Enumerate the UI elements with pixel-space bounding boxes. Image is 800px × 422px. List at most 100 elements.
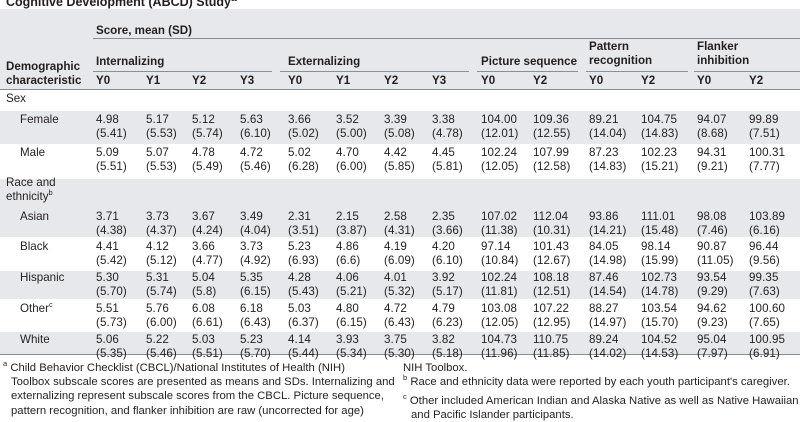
table-cell: 4.14 (5.44) [288, 333, 319, 361]
table-cell: 96.44 (9.56) [749, 240, 780, 268]
table-cell: 4.72 (5.46) [240, 146, 271, 174]
rule-externalizing [280, 71, 469, 72]
row-label: Male [20, 146, 46, 159]
row-label: White [20, 333, 50, 346]
table-cell: 5.76 (6.00) [146, 302, 177, 330]
table-cell: 4.41 (5.42) [96, 240, 127, 268]
table-cell: 102.24 (11.81) [481, 271, 518, 299]
table-cell: 89.24 (14.02) [589, 333, 627, 361]
table-cell: 4.72 (6.43) [384, 302, 415, 330]
table-cell: 3.75 (5.30) [384, 333, 415, 361]
table-cell: 4.98 (5.41) [96, 113, 127, 141]
table-cell: 93.54 (9.29) [697, 271, 728, 299]
footnote-a: a Child Behavior Checklist (CBCL)/Nation… [3, 359, 395, 417]
table-cell: 111.01 (15.48) [641, 210, 679, 238]
data-table: Score, mean (SD) Demographic characterist… [0, 9, 800, 360]
rule-header-bottom [0, 89, 800, 90]
table-cell: 97.14 (10.84) [481, 240, 519, 268]
row-band-other [0, 299, 800, 332]
table-cell: 3.67 (4.24) [192, 210, 223, 238]
table-cell: 2.35 (3.66) [432, 210, 463, 238]
section-label: Sex [6, 92, 26, 105]
table-cell: 104.73 (11.96) [481, 333, 518, 361]
table-cell: 5.23 (6.93) [288, 240, 319, 268]
table-cell: 5.17 (5.53) [146, 113, 177, 141]
table-cell: 3.39 (5.08) [384, 113, 415, 141]
table-cell: 5.02 (6.28) [288, 146, 319, 174]
table-cell: 3.66 (4.77) [192, 240, 223, 268]
table-cell: 98.08 (7.46) [697, 210, 728, 238]
table-cell: 5.23 (5.70) [240, 333, 271, 361]
table-cell: 103.89 (6.16) [749, 210, 786, 238]
year-header: Y3 [240, 74, 255, 87]
table-cell: 4.78 (5.49) [192, 146, 223, 174]
table-cell: 4.86 (6.6) [336, 240, 361, 268]
table-cell: 5.04 (5.8) [192, 271, 217, 299]
table-cell: 107.22 (12.95) [533, 302, 571, 330]
table-cell: 108.18 (12.51) [533, 271, 571, 299]
table-cell: 87.23 (14.83) [589, 146, 627, 174]
table-cell: 5.35 (6.15) [240, 271, 271, 299]
table-cell: 88.27 (14.97) [589, 302, 627, 330]
table-cell: 104.52 (14.53) [641, 333, 679, 361]
table-cell: 3.38 (4.78) [432, 113, 463, 141]
table-cell: 99.35 (7.63) [749, 271, 780, 299]
table-cell: 4.20 (6.10) [432, 240, 463, 268]
table-cell: 5.22 (5.46) [146, 333, 177, 361]
table-cell: 5.07 (5.53) [146, 146, 177, 174]
table-cell: 3.82 (5.18) [432, 333, 463, 361]
table-cell: 5.31 (5.74) [146, 271, 177, 299]
table-cell: 2.31 (3.51) [288, 210, 319, 238]
table-cell: 109.36 (12.55) [533, 113, 571, 141]
year-header: Y2 [384, 74, 399, 87]
table-cell: 5.09 (5.51) [96, 146, 127, 174]
table-cell: 99.89 (7.51) [749, 113, 780, 141]
rule-pattern [586, 71, 688, 72]
year-header: Y2 [641, 74, 656, 87]
footnote-c: c Other included American Indian and Ala… [403, 392, 799, 422]
table-cell: 4.79 (6.23) [432, 302, 463, 330]
table-cell: 87.46 (14.54) [589, 271, 627, 299]
year-header: Y3 [432, 74, 447, 87]
table-cell: 3.71 (4.38) [96, 210, 127, 238]
score-mean-label: Score, mean (SD) [96, 24, 192, 37]
table-cell: 94.62 (9.23) [697, 302, 728, 330]
year-header: Y1 [336, 74, 351, 87]
row-band-male [0, 144, 800, 179]
table-cell: 104.75 (14.83) [641, 113, 679, 141]
table-cell: 3.92 (5.17) [432, 271, 463, 299]
table-cell: 112.04 (10.31) [533, 210, 571, 238]
rule-internalizing [93, 71, 272, 72]
table-cell: 4.45 (5.81) [432, 146, 463, 174]
rule-score [93, 38, 800, 39]
table-cell: 3.66 (5.02) [288, 113, 319, 141]
year-header: Y0 [589, 74, 604, 87]
table-cell: 4.06 (5.21) [336, 271, 367, 299]
table-cell: 103.08 (12.05) [481, 302, 519, 330]
row-label: Black [20, 240, 49, 253]
group-header: Flanker inhibition [697, 40, 750, 68]
table-cell: 94.31 (9.21) [697, 146, 728, 174]
rule-flanker [694, 71, 800, 72]
table-cell: 95.04 (7.97) [697, 333, 728, 361]
table-cell: 90.87 (11.05) [697, 240, 734, 268]
table-cell: 93.86 (14.21) [589, 210, 627, 238]
row-band-black [0, 237, 800, 271]
footnote-a-continued: NIH Toolbox. [403, 362, 468, 374]
year-header: Y0 [288, 74, 303, 87]
table-cell: 101.43 (12.67) [533, 240, 571, 268]
table-cell: 100.31 (7.77) [749, 146, 786, 174]
row-label: Hispanic [20, 271, 65, 284]
rule-picture [477, 71, 578, 72]
table-cell: 100.60 (7.65) [749, 302, 786, 330]
table-cell: 3.73 (4.37) [146, 210, 177, 238]
table-cell: 5.03 (6.37) [288, 302, 319, 330]
table-cell: 5.51 (5.73) [96, 302, 127, 330]
table-cell: 102.24 (12.05) [481, 146, 519, 174]
table-cell: 6.08 (6.61) [192, 302, 223, 330]
table-cell: 102.73 (14.78) [641, 271, 679, 299]
year-header: Y1 [146, 74, 161, 87]
year-header: Y0 [481, 74, 496, 87]
year-header: Y2 [192, 74, 207, 87]
row-label: Female [20, 113, 59, 126]
